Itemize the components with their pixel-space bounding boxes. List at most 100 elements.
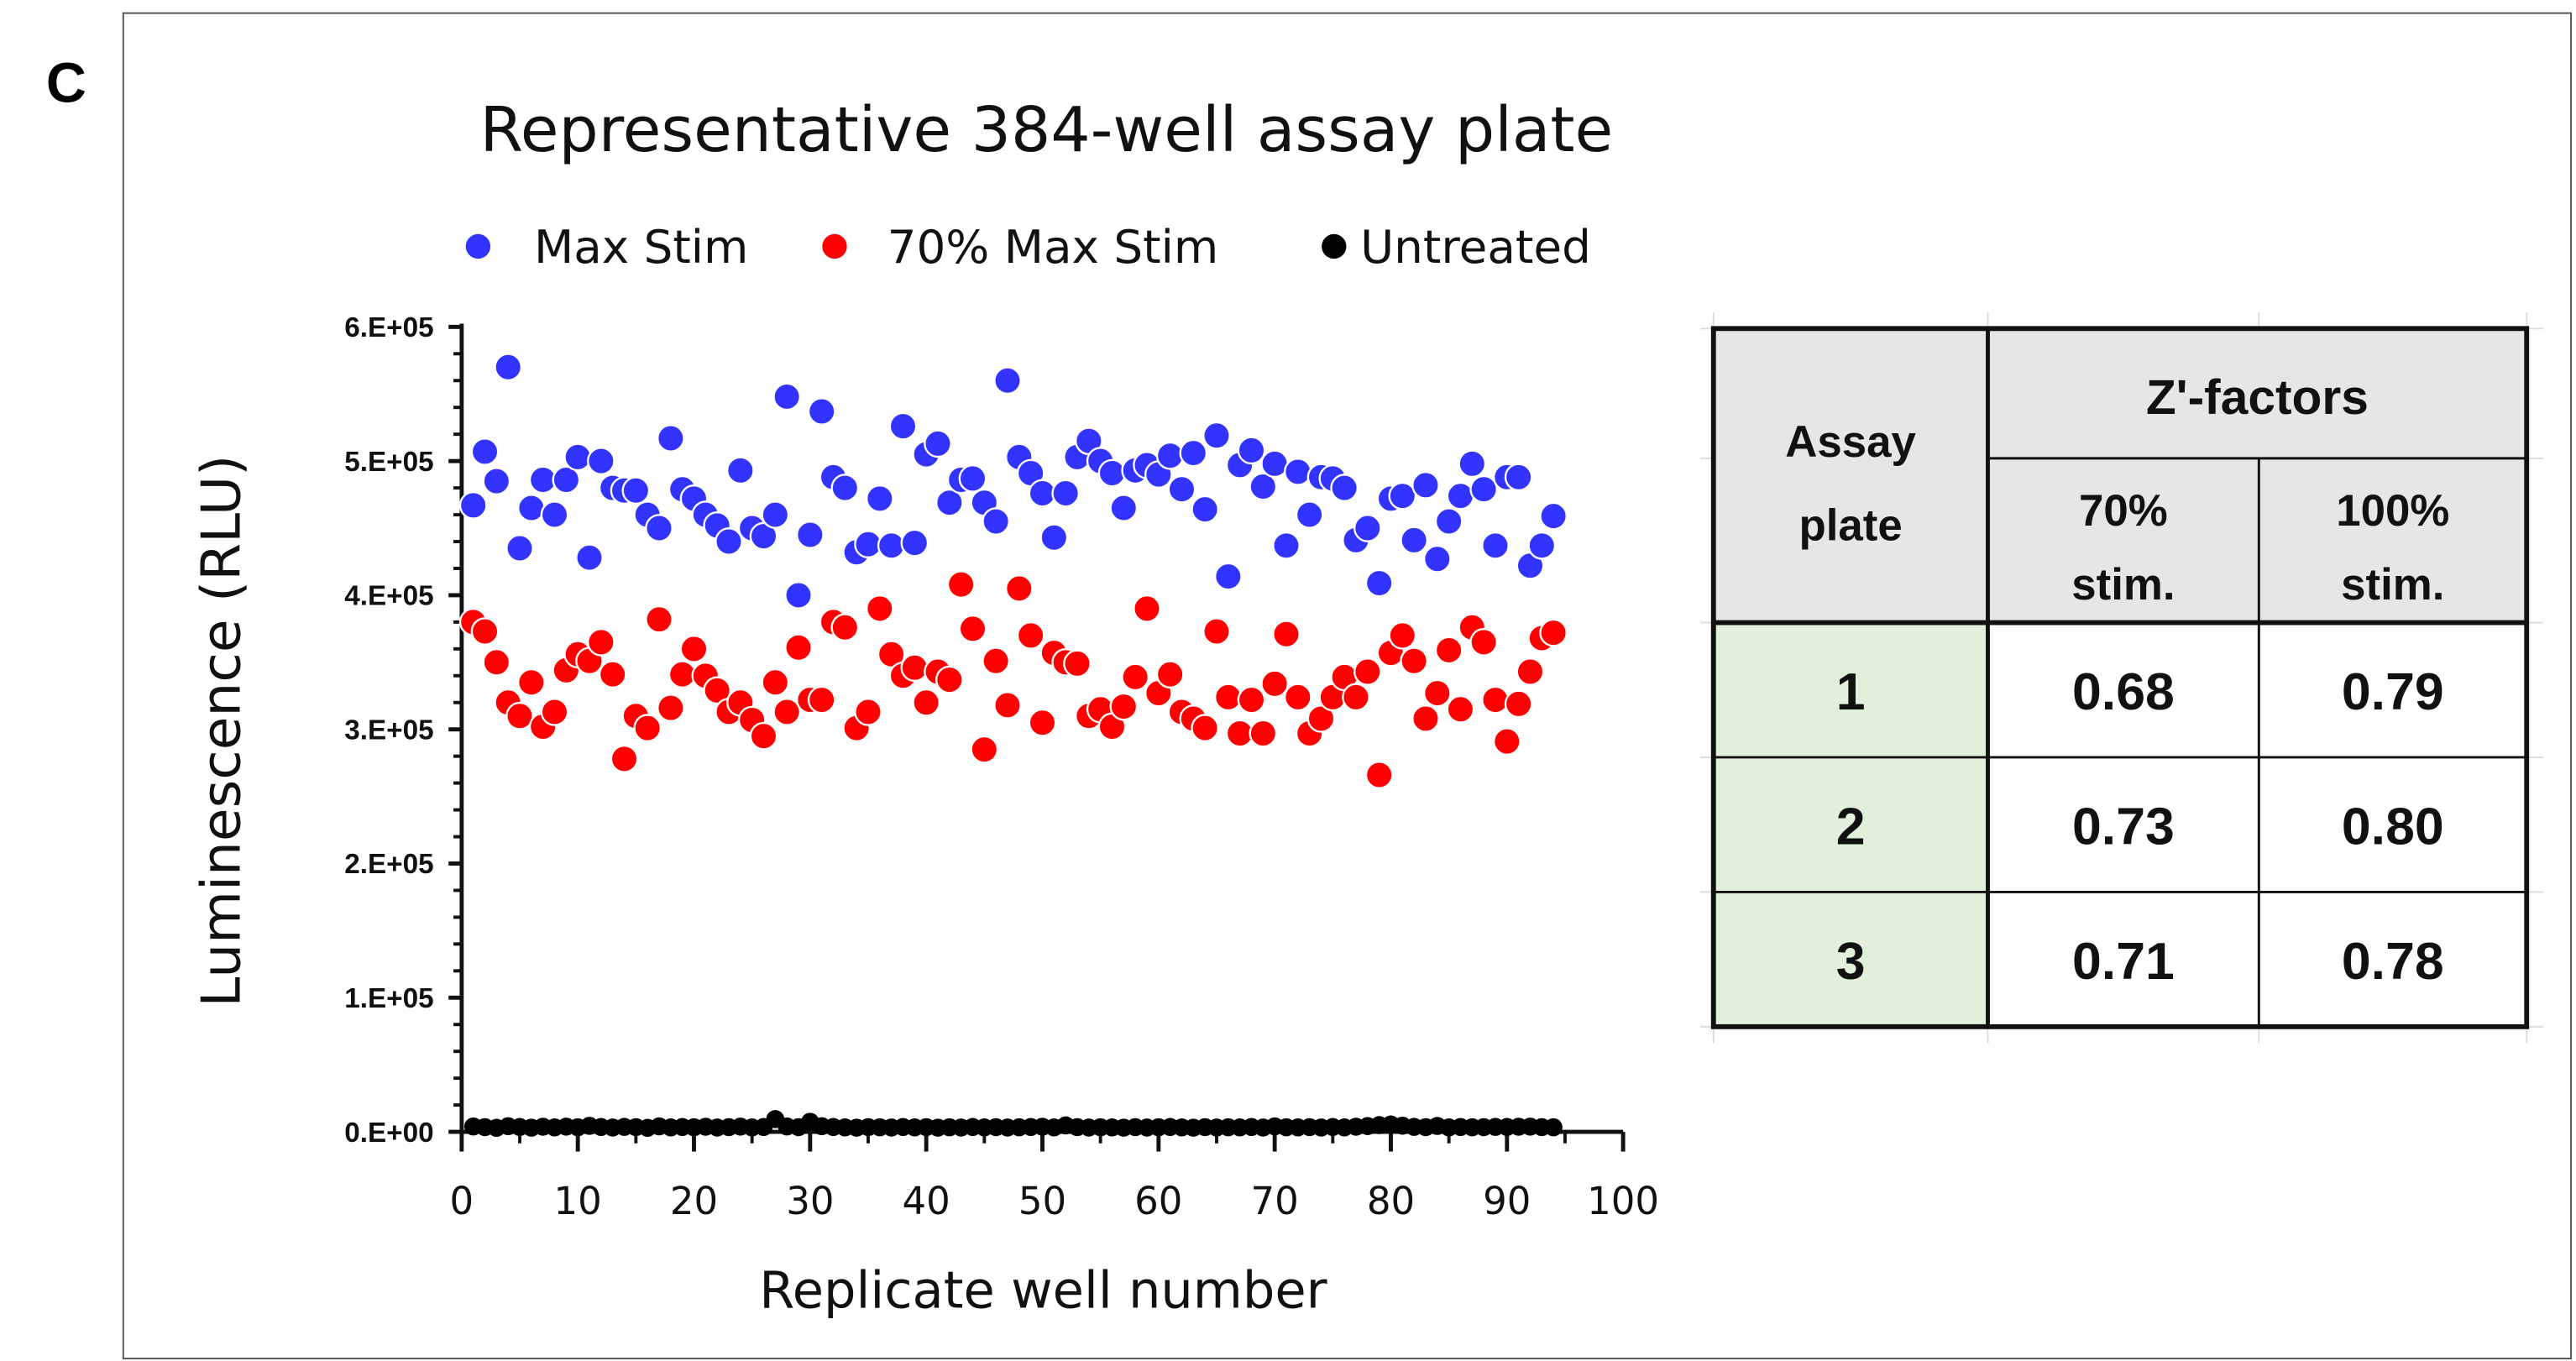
point-max-stim — [458, 491, 488, 520]
subheader-line1: 100% — [2336, 486, 2449, 536]
point-70-max-stim — [1422, 678, 1452, 708]
legend-marker-max-stim — [465, 233, 491, 259]
point-max-stim — [1097, 458, 1127, 488]
point-max-stim — [540, 500, 569, 529]
point-70-max-stim — [1388, 621, 1417, 650]
point-untreated — [1544, 1118, 1563, 1137]
table-border — [1710, 326, 2530, 1029]
x-tick-label: 50 — [1018, 1179, 1066, 1223]
point-70-max-stim — [912, 688, 940, 717]
legend-label-70-max-stim: 70% Max Stim — [887, 220, 1219, 274]
point-max-stim — [1167, 474, 1196, 504]
point-70-max-stim — [772, 698, 802, 726]
point-max-stim — [494, 353, 523, 382]
point-max-stim — [772, 382, 802, 411]
point-max-stim — [505, 534, 534, 563]
point-70-max-stim — [1353, 657, 1382, 686]
point-max-stim — [1400, 526, 1428, 555]
point-max-stim — [1213, 562, 1243, 591]
point-70-max-stim — [470, 617, 500, 646]
cell-plate: 3 — [1836, 932, 1866, 991]
point-70-max-stim — [1202, 617, 1231, 646]
point-max-stim — [993, 366, 1022, 395]
point-max-stim — [982, 507, 1010, 536]
point-max-stim — [1422, 544, 1452, 573]
data-points — [458, 353, 1568, 1138]
x-tick-label: 10 — [554, 1179, 602, 1223]
cell-z100: 0.79 — [2342, 662, 2444, 721]
point-max-stim — [470, 437, 500, 466]
value-cell-fill — [1987, 622, 2527, 757]
point-max-stim — [1330, 474, 1359, 502]
y-tick-label: 1.E+05 — [344, 983, 433, 1014]
point-max-stim — [796, 521, 825, 549]
point-70-max-stim — [877, 640, 906, 669]
x-tick-label: 70 — [1251, 1179, 1299, 1223]
point-max-stim — [1481, 531, 1510, 560]
plate-cell-fill — [1713, 622, 1988, 757]
y-tick-label: 6.E+05 — [344, 312, 433, 343]
point-70-max-stim — [1539, 618, 1568, 647]
y-tick-label: 3.E+05 — [344, 715, 433, 746]
point-max-stim — [1179, 438, 1208, 468]
cell-z70: 0.68 — [2072, 662, 2175, 721]
point-max-stim — [715, 527, 743, 556]
point-max-stim — [1039, 523, 1069, 552]
point-70-max-stim — [540, 698, 569, 726]
y-tick-label: 2.E+05 — [344, 849, 433, 880]
point-max-stim — [877, 531, 906, 560]
point-70-max-stim — [1446, 694, 1475, 724]
point-70-max-stim — [517, 667, 546, 697]
cell-z70: 0.73 — [2072, 798, 2175, 856]
point-70-max-stim — [482, 647, 511, 677]
point-70-max-stim — [633, 714, 662, 742]
point-70-max-stim — [1400, 646, 1428, 676]
header-cell-fill — [1713, 328, 2527, 623]
point-max-stim — [924, 429, 952, 458]
axes: 0.E+00 1.E+05 2.E+05 3.E+05 4.E+05 5.E+05 6.E+… — [344, 312, 1659, 1223]
x-tick-label: 100 — [1587, 1179, 1659, 1223]
point-max-stim — [958, 464, 987, 493]
point-70-max-stim — [1005, 574, 1034, 603]
point-70-max-stim — [935, 665, 964, 694]
cell-plate: 1 — [1836, 662, 1866, 721]
point-70-max-stim — [970, 735, 999, 764]
point-max-stim — [621, 476, 651, 505]
point-70-max-stim — [1191, 714, 1219, 742]
point-max-stim — [1109, 494, 1139, 522]
point-max-stim — [761, 500, 790, 529]
x-tick-label: 0 — [450, 1179, 474, 1223]
point-70-max-stim — [1133, 594, 1161, 623]
point-70-max-stim — [1121, 662, 1149, 692]
subheader-line1: 70% — [2079, 486, 2168, 536]
point-max-stim — [1237, 436, 1266, 465]
point-max-stim — [1051, 479, 1080, 508]
point-max-stim — [645, 514, 673, 542]
point-70-max-stim — [1342, 683, 1370, 712]
point-max-stim — [1283, 458, 1312, 486]
y-tick-label: 5.E+05 — [344, 447, 433, 478]
legend: Max Stim 70% Max Stim Untreated — [465, 220, 1591, 274]
panel-frame — [122, 12, 2573, 1360]
legend-marker-70-max-stim — [822, 233, 847, 259]
point-max-stim — [784, 581, 813, 610]
point-max-stim — [1202, 421, 1231, 450]
x-tick-label: 40 — [903, 1179, 950, 1223]
cell-z100: 0.78 — [2342, 932, 2444, 991]
point-max-stim — [1388, 481, 1417, 510]
z-factor-table: Assay plate Z'-factors 70% stim. 100% stim. 1 0.… — [1700, 311, 2543, 1044]
point-max-stim — [1434, 507, 1463, 536]
point-70-max-stim — [993, 691, 1022, 720]
point-70-max-stim — [807, 685, 836, 715]
point-max-stim — [935, 488, 964, 517]
point-max-stim — [552, 465, 581, 495]
point-max-stim — [1527, 531, 1557, 560]
point-70-max-stim — [749, 721, 778, 751]
x-tick-label: 30 — [786, 1179, 834, 1223]
point-max-stim — [1539, 501, 1568, 531]
header-assay-plate-line2: plate — [1798, 501, 1902, 551]
point-max-stim — [830, 474, 860, 502]
point-max-stim — [587, 447, 615, 475]
point-70-max-stim — [1516, 657, 1545, 686]
point-70-max-stim — [1260, 669, 1289, 699]
